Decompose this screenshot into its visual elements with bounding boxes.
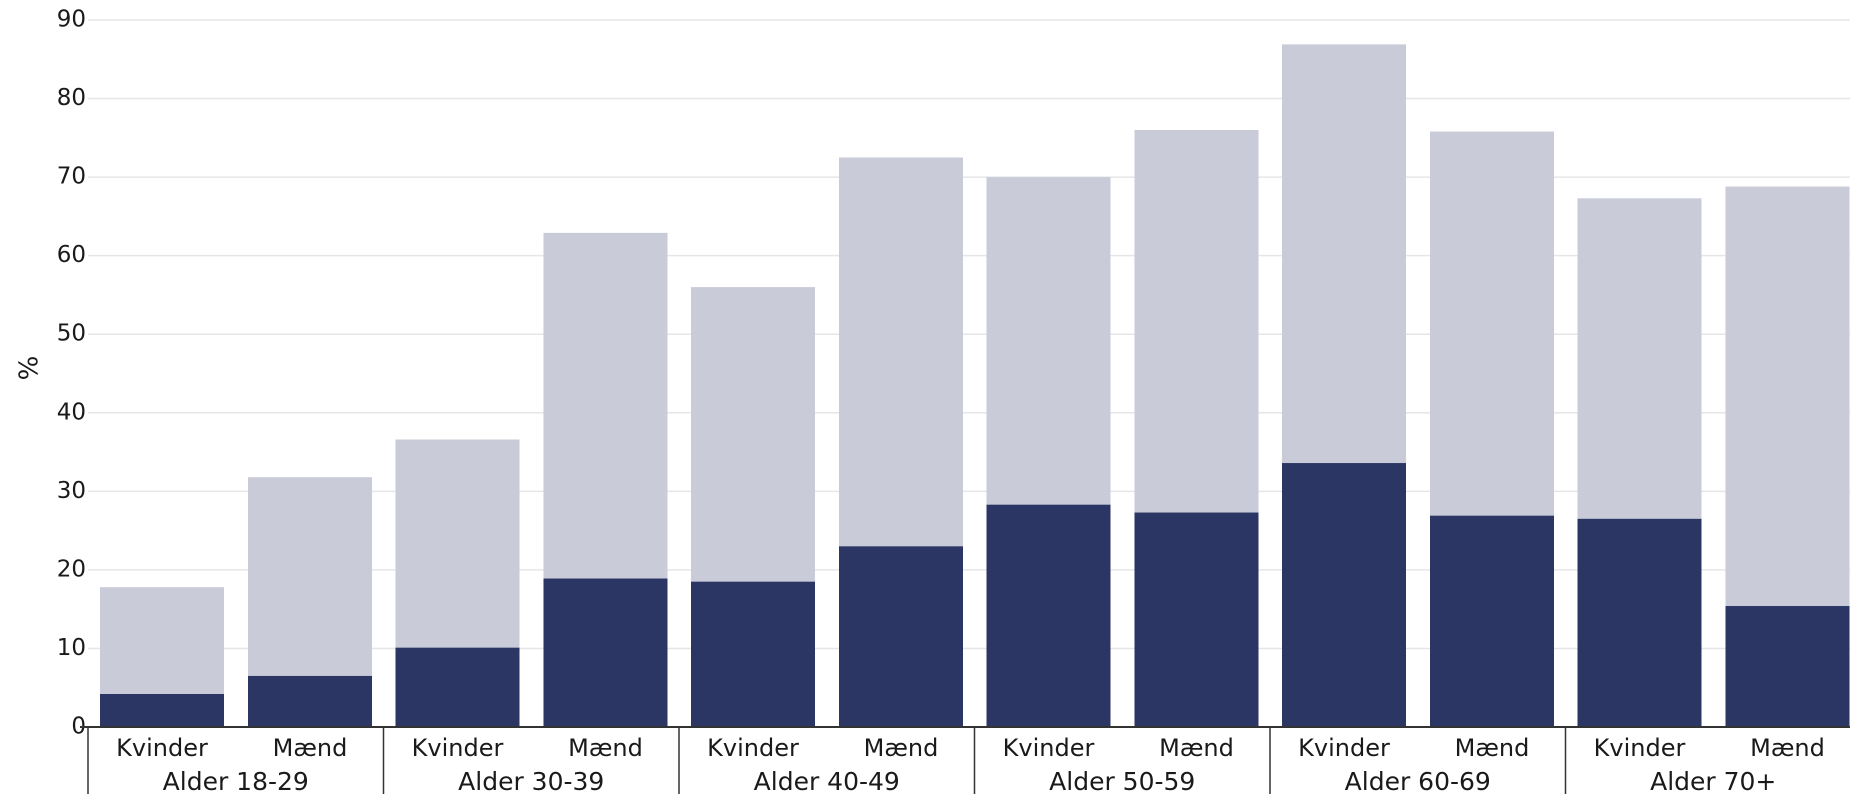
bar-segment: [248, 675, 372, 727]
bars: [100, 44, 1850, 728]
bar-segment: [839, 546, 963, 727]
x-category-label: Mænd: [864, 734, 939, 762]
y-tick-label: 70: [57, 164, 86, 190]
y-axis: 0 10 20 30 40 50 60 70 80 90: [57, 7, 86, 740]
y-tick-label: 80: [57, 85, 86, 111]
y-tick-label: 30: [57, 478, 86, 504]
y-tick-label: 20: [57, 556, 86, 582]
x-category-label: Mænd: [273, 734, 348, 762]
gridlines: [88, 19, 1850, 650]
x-group-label: Alder 70+: [1650, 767, 1776, 794]
x-group-label: Alder 18-29: [163, 767, 309, 794]
bar-segment: [986, 504, 1111, 727]
x-group-label: Alder 40-49: [754, 767, 900, 794]
x-group-label: Alder 30-39: [458, 767, 604, 794]
y-tick-label: 10: [57, 635, 86, 661]
x-group-label: Alder 60-69: [1345, 767, 1491, 794]
bar-segment: [543, 578, 668, 727]
x-category-label: Mænd: [1159, 734, 1234, 762]
x-category-label: Kvinder: [1003, 734, 1095, 762]
x-category-label: Mænd: [1455, 734, 1530, 762]
x-group-label: Alder 50-59: [1049, 767, 1195, 794]
x-category-label: Kvinder: [1298, 734, 1390, 762]
bar-segment: [1577, 518, 1702, 727]
y-tick-label: 50: [57, 321, 86, 347]
bar-segment: [1725, 606, 1850, 727]
y-tick-label: 0: [71, 714, 86, 740]
x-category-label: Kvinder: [1594, 734, 1686, 762]
y-tick-label: 90: [57, 7, 86, 33]
bar-segment: [1430, 515, 1554, 727]
y-tick-label: 60: [57, 242, 86, 268]
bar-segment: [691, 581, 815, 727]
bar-segment: [1134, 512, 1259, 727]
x-category-label: Kvinder: [707, 734, 799, 762]
x-category-label: Kvinder: [412, 734, 504, 762]
x-category-label: Mænd: [568, 734, 643, 762]
bar-segment: [395, 647, 520, 727]
bar-segment: [1282, 463, 1406, 727]
x-category-label: Mænd: [1750, 734, 1825, 762]
y-tick-label: 40: [57, 399, 86, 425]
x-category-label: Kvinder: [116, 734, 208, 762]
bar-segment: [100, 694, 224, 727]
y-axis-title: %: [15, 356, 45, 381]
x-axis: Kvinder Mænd Alder 18-29 Kvinder Mænd Alder 3…: [80, 726, 1850, 794]
